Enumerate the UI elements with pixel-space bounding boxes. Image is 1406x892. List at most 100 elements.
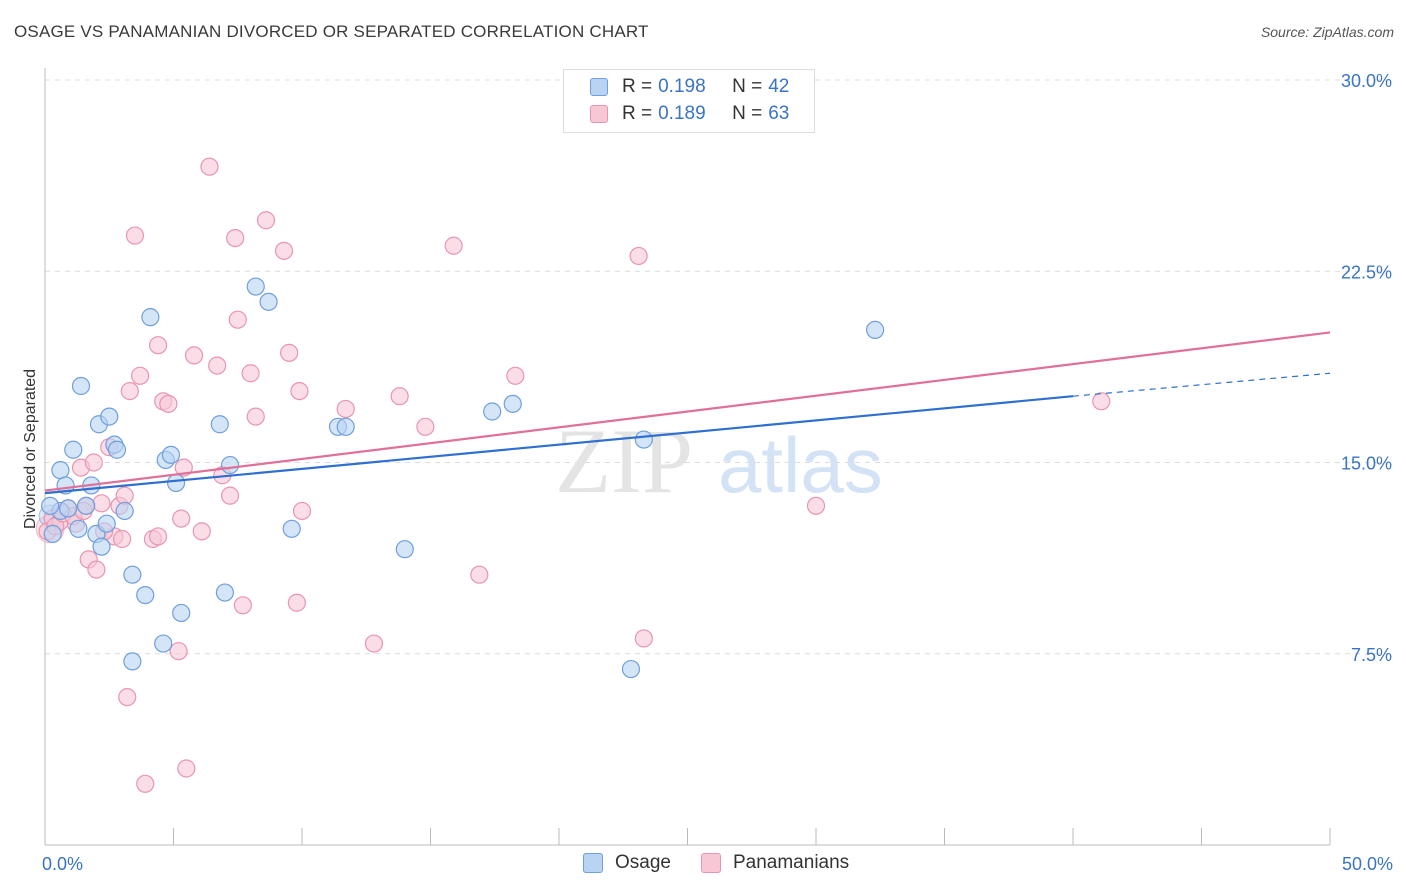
panamanian-point <box>220 486 240 505</box>
series-label-panamanians: Panamanians <box>732 852 850 873</box>
panamanian-point <box>172 509 191 528</box>
panamanian-point <box>120 382 139 401</box>
panamanian-point <box>444 236 463 255</box>
panamanian-point <box>390 387 409 406</box>
panamanian-point <box>634 629 653 648</box>
legend-swatch-panamanians <box>590 105 608 123</box>
y-tick-label: 7.5% <box>1351 645 1392 665</box>
x-tick-label: 0.0% <box>42 854 83 874</box>
panamanian-point <box>118 687 137 707</box>
panamanian-point <box>200 157 219 176</box>
osage-trend-line <box>44 395 1074 495</box>
osage-point <box>64 440 83 459</box>
osage-point <box>395 540 414 559</box>
legend-r-label: R = <box>622 76 653 97</box>
panamanian-point <box>192 522 211 541</box>
panamanian-point <box>274 241 294 260</box>
series-label-osage: Osage <box>615 852 671 873</box>
panamanian-point <box>506 366 525 385</box>
panamanian-point <box>130 366 150 385</box>
panamanian-point <box>84 453 103 472</box>
x-tick-label: 50.0% <box>1342 854 1393 874</box>
osage-point <box>259 292 278 311</box>
osage-point <box>220 455 240 475</box>
watermark-atlas: atlas <box>718 421 883 509</box>
osage-point <box>282 519 301 538</box>
panamanian-point <box>287 593 306 612</box>
chart-title: OSAGE VS PANAMANIAN DIVORCED OR SEPARATE… <box>14 22 649 41</box>
osage-point <box>115 501 134 521</box>
panamanian-point <box>136 774 155 793</box>
osage-point <box>246 277 265 296</box>
series-legend-osage[interactable]: Osage <box>583 852 671 874</box>
legend-n-value-osage: 42 <box>768 76 790 97</box>
watermark-zip: ZIP <box>555 410 693 512</box>
osage-point <box>123 652 142 671</box>
osage-point <box>71 376 91 396</box>
y-tick-label: 22.5% <box>1341 262 1392 282</box>
legend-row-osage: R = 0.198 N = 42 <box>590 75 789 99</box>
osage-point <box>154 634 173 653</box>
osage-point <box>634 430 653 449</box>
panamanian-point <box>233 596 252 615</box>
panamanian-point <box>241 364 260 383</box>
osage-point <box>43 524 62 544</box>
panamanian-point <box>112 529 132 549</box>
legend-r-value-panamanians: 0.189 <box>658 103 706 124</box>
legend-swatch-osage <box>590 78 608 96</box>
osage-point <box>483 402 502 421</box>
panamanian-point <box>246 407 265 426</box>
osage-point <box>503 394 522 413</box>
osage-point <box>866 320 885 339</box>
panamanian-point <box>806 496 826 515</box>
panamanian-point <box>115 486 134 505</box>
osage-point <box>336 417 355 436</box>
osage-point <box>59 499 78 518</box>
osage-point <box>107 440 127 459</box>
osage-point <box>77 496 96 515</box>
osage-point <box>97 514 116 533</box>
panamanian-point <box>1092 392 1111 411</box>
osage-point <box>100 407 119 426</box>
series-legend-panamanians[interactable]: Panamanians <box>700 852 850 874</box>
panamanian-point <box>292 501 312 521</box>
osage-point <box>141 308 160 327</box>
legend-n-label: N = <box>732 76 763 97</box>
panamanian-point <box>228 310 247 329</box>
panamanian-point <box>169 642 188 661</box>
series-swatch-panamanians <box>700 853 721 873</box>
panamanian-point <box>290 382 309 401</box>
legend-r-value-osage: 0.198 <box>658 76 706 97</box>
panamanian-point <box>470 565 489 584</box>
panamanian-point <box>256 211 276 230</box>
panamanian-point <box>148 336 168 355</box>
osage-point <box>161 445 181 464</box>
axes <box>44 68 1331 846</box>
panamanian-point <box>629 246 648 266</box>
panamanian-point <box>336 399 355 419</box>
panamanian-point <box>364 634 384 653</box>
osage-point <box>136 585 155 605</box>
panamanian-point <box>148 527 168 546</box>
osage-point <box>172 603 191 623</box>
y-tick-label: 30.0% <box>1341 71 1392 91</box>
legend-n-value-panamanians: 63 <box>768 103 790 124</box>
panamanian-point <box>416 417 435 436</box>
series-swatch-osage <box>583 853 603 873</box>
source-label: Source: ZipAtlas.com <box>1260 24 1394 40</box>
osage-point <box>215 583 234 602</box>
panamanian-point <box>226 229 245 248</box>
osage-point <box>123 565 142 584</box>
legend-n-label: N = <box>732 103 763 124</box>
osage-point <box>69 519 88 538</box>
osage-point <box>92 537 111 556</box>
osage-trend-extension <box>1072 372 1331 397</box>
panamanian-point <box>208 356 227 375</box>
panamanian-point <box>159 394 178 413</box>
osage-point <box>621 659 641 679</box>
panamanian-point <box>280 343 299 362</box>
osage-point <box>210 415 229 434</box>
correlation-legend: R = 0.198 N = 42 R = 0.189 N = 63 <box>563 69 815 133</box>
legend-r-label: R = <box>622 103 653 124</box>
legend-row-panamanians: R = 0.189 N = 63 <box>590 102 789 126</box>
